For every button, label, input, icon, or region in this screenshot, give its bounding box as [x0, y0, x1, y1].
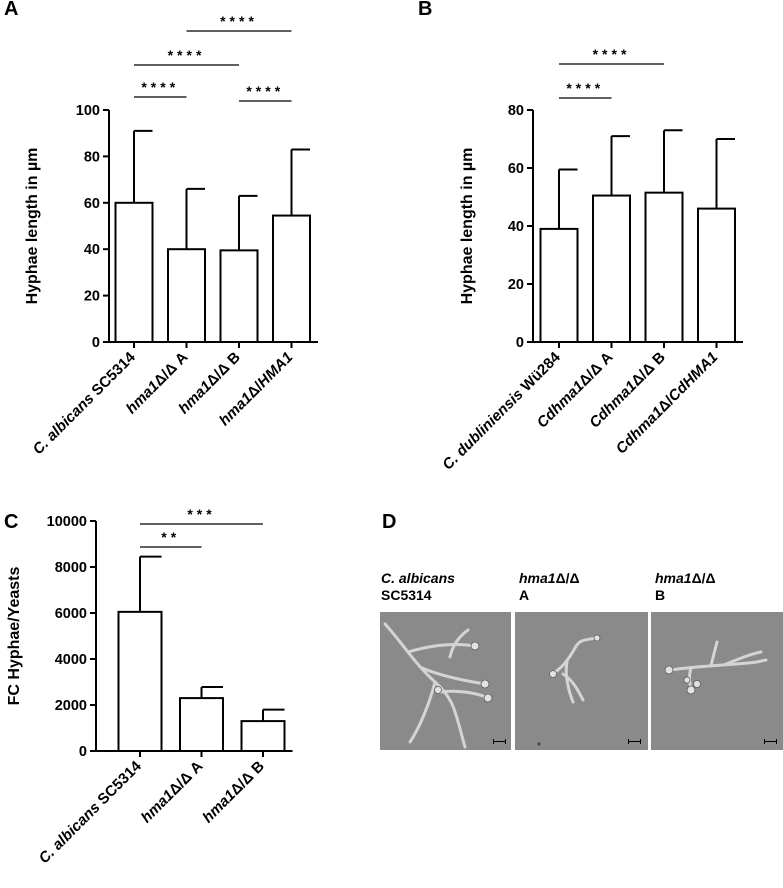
bar [644, 191, 684, 343]
significance-label: **** [593, 46, 631, 62]
bar [167, 248, 206, 343]
y-tick-label: 40 [508, 219, 524, 235]
bar [697, 207, 736, 343]
micrograph-caption-3: hma1Δ/Δ B [655, 570, 716, 603]
micrograph-c-albicans-sc5314 [380, 612, 511, 750]
x-tick-label: C. albicans SC5314 [36, 757, 146, 867]
micrograph-caption-2: hma1Δ/Δ A [519, 570, 580, 603]
micrograph-hma1-b [651, 612, 783, 750]
y-tick-label: 80 [508, 103, 524, 119]
panel-label-b: B [418, 0, 433, 20]
bar [219, 249, 259, 343]
significance-label: **** [141, 79, 179, 95]
panel-label-d: D [382, 511, 397, 533]
significance-label: ** [161, 529, 180, 545]
scale-bar [764, 739, 777, 744]
micrograph-caption-1: C. albicans SC5314 [381, 570, 455, 603]
y-tick-label: 0 [92, 335, 100, 351]
x-tick-label: hma1Δ/Δ B [199, 758, 268, 827]
panel-label-a: A [4, 0, 19, 20]
x-tick-label: hma1Δ/Δ A [138, 758, 207, 827]
y-axis-title: Hyphae length in µm [24, 148, 41, 305]
y-tick-label: 0 [516, 335, 524, 351]
y-tick-label: 4000 [55, 652, 87, 668]
y-tick-label: 20 [84, 289, 100, 305]
y-tick-label: 40 [84, 242, 100, 258]
scale-bar [493, 739, 506, 744]
micrograph-hma1-a [515, 612, 648, 750]
chart-a-hyphae-length-ca: 0 20 40 60 80 100 Hyphae length in µm C. albica… [24, 13, 318, 458]
panel-label-c: C [4, 511, 19, 533]
x-tick-label: C. albicans SC5314 [30, 348, 140, 458]
y-tick-label: 60 [84, 196, 100, 212]
y-tick-label: 2000 [55, 698, 87, 714]
x-tick-label: Cdhma1Δ/CdHMA1 [613, 349, 722, 458]
bar [539, 227, 579, 343]
bar [592, 194, 631, 343]
y-tick-label: 10000 [47, 514, 87, 530]
y-tick-label: 0 [79, 744, 87, 760]
bar [272, 214, 311, 343]
bar [179, 697, 224, 752]
chart-c-fc-hyphae-yeasts: 0 2000 4000 6000 8000 10000 FC Hyphae/Yeasts C.… [6, 506, 293, 867]
y-tick-label: 20 [508, 277, 524, 293]
significance-label: *** [187, 506, 215, 522]
y-axis-title: Hyphae length in µm [459, 148, 476, 305]
y-tick-label: 80 [84, 149, 100, 165]
bar [240, 720, 286, 752]
significance-label: **** [566, 80, 604, 96]
y-axis-title: FC Hyphae/Yeasts [6, 567, 23, 706]
bar [117, 610, 163, 752]
y-tick-label: 6000 [55, 606, 87, 622]
y-tick-label: 60 [508, 161, 524, 177]
y-tick-label: 100 [76, 103, 100, 119]
bar [114, 201, 154, 343]
scale-bar [628, 739, 641, 744]
significance-label: **** [246, 83, 284, 99]
significance-label: **** [220, 13, 258, 29]
significance-label: **** [168, 47, 206, 63]
y-tick-label: 8000 [55, 560, 87, 576]
